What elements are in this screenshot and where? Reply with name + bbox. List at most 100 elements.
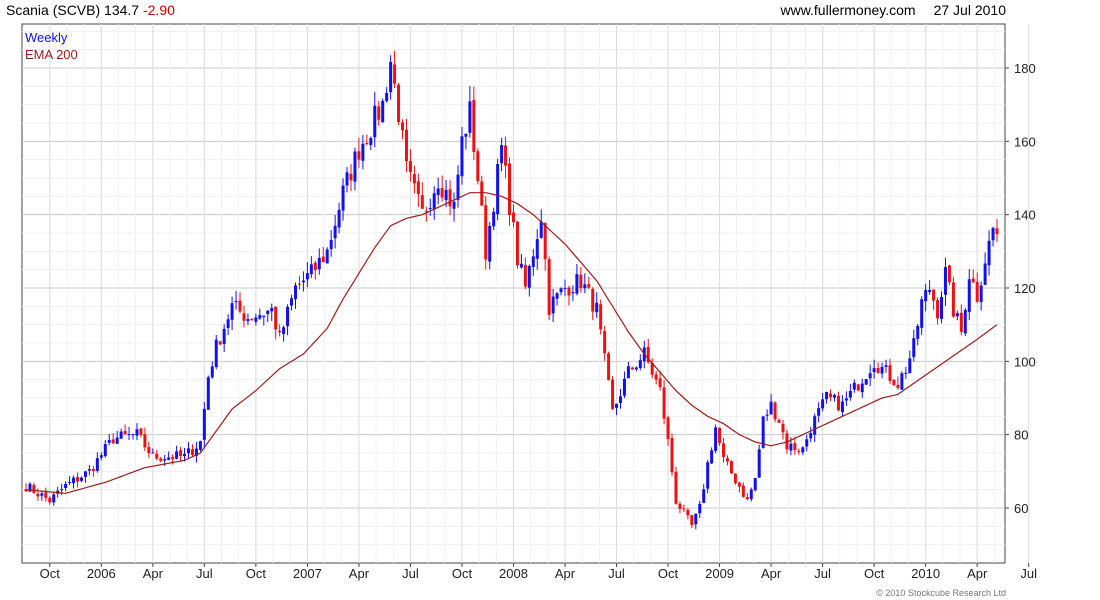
candle-body (626, 366, 630, 379)
candle-body (900, 373, 904, 390)
candle-body (294, 285, 298, 300)
y-tick-label: 140 (1014, 208, 1036, 223)
candle-body (424, 210, 428, 212)
candle-body (904, 372, 908, 374)
candle-body (234, 301, 238, 303)
candle-body (797, 451, 801, 453)
candle-body (127, 433, 131, 435)
header-right: www.fullermoney.com 27 Jul 2010 (780, 2, 1006, 18)
candle-body (321, 256, 325, 263)
candle-body (892, 379, 896, 386)
candle-body (83, 471, 87, 477)
candle-body (64, 483, 68, 489)
candle-body (226, 319, 230, 328)
y-tick-label: 120 (1014, 281, 1036, 296)
candle-body (428, 208, 432, 210)
candle-body (662, 387, 666, 419)
candle-body (40, 493, 44, 496)
legend-weekly: Weekly (25, 30, 68, 45)
candle-body (936, 300, 940, 319)
candle-body (28, 483, 32, 492)
x-tick-label: 2009 (705, 566, 734, 581)
candle-body (222, 328, 226, 344)
x-tick-label: Apr (555, 566, 576, 581)
candle-body (539, 221, 543, 238)
candle-body (686, 509, 690, 516)
candle-body (725, 458, 729, 462)
candle-body (194, 448, 198, 456)
candle-body (488, 225, 492, 262)
site-link[interactable]: www.fullermoney.com (780, 2, 916, 18)
candle-body (353, 151, 357, 182)
candle-body (464, 133, 468, 137)
candle-body (440, 188, 444, 198)
candle-body (476, 151, 480, 182)
candle-body (48, 497, 52, 503)
candle-body (527, 265, 531, 288)
candle-body (809, 433, 813, 439)
x-tick-label: Oct (246, 566, 267, 581)
candle-body (278, 330, 282, 333)
candle-body (60, 489, 64, 491)
candle-body (91, 468, 95, 472)
candle-body (511, 212, 515, 223)
candle-body (210, 366, 214, 378)
candle-body (817, 408, 821, 416)
candle-body (611, 379, 615, 409)
candle-body (995, 228, 999, 235)
candle-body (68, 482, 72, 484)
candle-body (151, 452, 155, 454)
candle-body (733, 473, 737, 484)
candle-body (72, 477, 76, 484)
candle-body (531, 256, 535, 267)
candle-body (357, 151, 361, 160)
candle-body (317, 257, 321, 270)
candle-body (618, 396, 622, 404)
candle-body (872, 368, 876, 373)
y-tick-label: 60 (1014, 501, 1028, 516)
candle-body (305, 273, 309, 280)
candle-body (412, 174, 416, 184)
y-tick-label: 180 (1014, 61, 1036, 76)
candle-body (833, 394, 837, 398)
candle-body (967, 279, 971, 312)
candle-body (337, 209, 341, 228)
candle-body (615, 403, 619, 408)
x-tick-label: Oct (452, 566, 473, 581)
candle-body (274, 306, 278, 330)
candle-body (290, 298, 294, 306)
candle-body (286, 306, 290, 327)
candle-body (135, 429, 139, 436)
candle-body (757, 449, 761, 478)
candle-body (266, 310, 270, 315)
candle-body (159, 458, 163, 461)
x-tick-label: 2007 (293, 566, 322, 581)
chart-date: 27 Jul 2010 (933, 2, 1006, 18)
candle-body (940, 296, 944, 319)
candle-body (111, 439, 115, 444)
candle-body (242, 313, 246, 321)
candle-body (389, 61, 393, 93)
candle-body (571, 292, 575, 294)
candle-body (749, 489, 753, 500)
x-tick-label: 2010 (911, 566, 940, 581)
candle-body (741, 485, 745, 497)
candle-body (456, 174, 460, 200)
candle-body (591, 289, 595, 312)
candle-body (448, 189, 452, 207)
copyright-note: © 2010 Stockcube Research Ltd (876, 588, 1006, 598)
candle-body (492, 211, 496, 227)
x-tick-label: Jul (402, 566, 419, 581)
candle-body (694, 513, 698, 525)
candle-body (496, 164, 500, 215)
candle-body (951, 282, 955, 317)
candle-body (123, 431, 127, 435)
candle-body (282, 327, 286, 335)
x-tick-label: 2008 (499, 566, 528, 581)
candle-body (805, 439, 809, 447)
candle-body (924, 289, 928, 302)
candle-body (436, 188, 440, 195)
candle-body (666, 417, 670, 440)
candle-body (452, 201, 456, 209)
